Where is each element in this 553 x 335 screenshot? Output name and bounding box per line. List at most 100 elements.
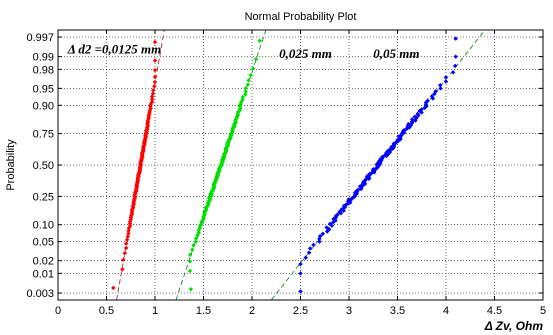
data-point [240,95,245,100]
data-point [123,241,129,246]
data-point [123,245,129,251]
y-tick-label: 0.003 [26,288,54,300]
data-point [187,268,193,274]
data-point [187,252,193,258]
y-tick-label: 0.90 [33,100,54,112]
x-tick-label: 2 [249,305,255,317]
data-point [425,98,431,103]
annotations: Δ d2 =0,0125 mm 0,025 mm 0,05 mm [67,41,420,61]
x-tick-label: 4 [443,305,449,317]
data-point [307,246,313,251]
data-point [253,56,259,62]
data-point [125,234,131,239]
x-tick-label: 5 [540,305,546,317]
x-tick-label: 1 [152,305,158,317]
data-point [437,82,443,88]
data-point [337,209,342,215]
data-point [311,242,316,248]
data-point [188,286,194,292]
data-point [149,99,155,105]
data-point [443,75,449,80]
data-point [443,79,449,84]
x-tick-label: 0.5 [99,305,114,317]
data-point [111,285,116,291]
x-tick-label: 0 [55,305,61,317]
x-tick-label: 3.5 [390,305,405,317]
data-point [317,236,322,242]
data-point [248,72,253,78]
x-tick-label: 3 [346,305,352,317]
data-point [415,111,420,117]
data-point [193,239,199,244]
data-point [438,86,443,91]
data-point [149,96,155,102]
data-point [152,58,158,63]
x-tick-label: 4.5 [487,305,502,317]
y-tick-label: 0.75 [33,129,54,141]
data-point [433,88,439,94]
data-point [245,82,251,87]
data-point [152,67,158,73]
data-point [298,261,303,267]
data-point [320,231,326,237]
data-point [412,114,418,119]
annotation-label: 0,025 mm [279,46,332,61]
data-point [298,271,303,276]
chart-title: Normal Probability Plot [245,11,357,23]
y-tick-label: 0.10 [33,220,54,232]
data-point [148,106,153,111]
y-axis-label: Probability [5,139,17,191]
y-tick-label: 0.05 [33,237,54,249]
annotation-label: 0,05 mm [373,46,419,61]
data-point [306,250,312,255]
y-tick-label: 0.99 [33,52,54,64]
y-tick-label: 0.02 [33,256,54,268]
data-point [150,91,156,96]
data-points [111,36,458,294]
data-point [298,289,303,294]
data-point [324,225,329,230]
data-point [243,86,248,91]
data-point [193,236,199,241]
x-tick-label: 1.5 [196,305,211,317]
data-point [120,257,126,263]
data-point [152,39,158,45]
y-tick-label: 0.50 [33,160,54,172]
y-tick-label: 0.95 [33,83,54,95]
data-point [197,225,203,231]
data-point [196,230,202,235]
y-tick-label: 0.25 [33,191,54,203]
data-point [240,97,245,103]
annotation-label: Δ d2 =0,0125 mm [67,41,162,56]
data-point [148,104,153,109]
data-point [191,243,196,248]
x-tick-label: 2.5 [293,305,308,317]
data-point [317,233,323,239]
data-point [243,89,248,94]
data-point [450,70,456,75]
data-point [152,79,158,85]
data-point [250,66,256,71]
data-point [429,93,435,99]
data-point [406,121,411,127]
data-point [303,255,309,260]
data-point [150,87,156,93]
grid [58,30,543,300]
y-tick-label: 0.98 [33,64,54,76]
tick-marks [57,30,544,300]
data-point [317,239,322,244]
data-point [189,247,195,252]
data-point [419,107,424,112]
data-point [126,231,131,236]
y-tick-labels: 0.003 0.010.02 0.05 0.10 0.25 0.50 0.75 0.90 0.9… [26,32,54,300]
x-tick-labels: 0 0.5 1 1.5 2 2.5 3 3.5 4 4.5 5 [55,305,546,317]
data-point [452,63,458,69]
data-point [246,78,251,83]
y-tick-label: 0.01 [33,268,54,280]
x-axis-label: Δ Zv, Ohm [484,319,544,333]
data-point [122,250,128,256]
y-tick-label: 0.997 [26,32,54,44]
data-point [327,221,333,227]
